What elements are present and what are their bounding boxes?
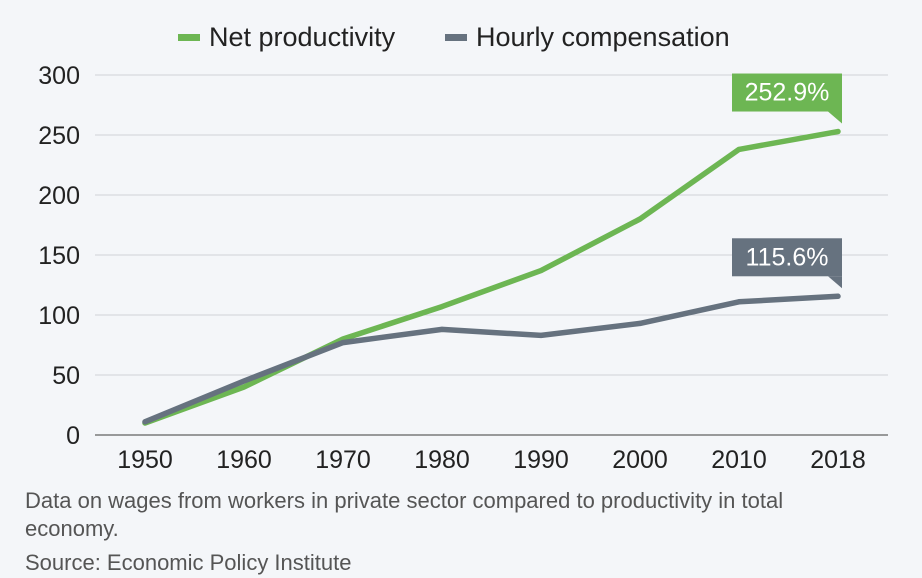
callout-pointer (828, 276, 842, 289)
callout-box (732, 73, 842, 112)
data-point (835, 293, 841, 299)
end-label-callout: 115.6% (732, 238, 842, 289)
data-point (835, 129, 841, 135)
legend-label: Hourly compensation (476, 22, 730, 52)
end-value-label: 115.6% (746, 243, 829, 271)
data-point (142, 419, 148, 425)
data-point (637, 216, 643, 222)
data-point (241, 378, 247, 384)
x-tick-label: 2018 (810, 446, 866, 474)
legend-item: Hourly compensation (445, 22, 730, 52)
y-tick-label: 300 (38, 62, 80, 90)
data-point (439, 326, 445, 332)
x-tick-label: 1990 (513, 446, 569, 474)
series-line-0 (142, 128, 841, 426)
x-tick-label: 1960 (216, 446, 272, 474)
y-tick-label: 100 (38, 302, 80, 330)
source-note: Source: Economic Policy Institute (25, 550, 352, 575)
x-tick-label: 2010 (711, 446, 767, 474)
end-value-callouts: 252.9% 115.6% (732, 73, 842, 289)
x-axis-ticks: 1950 1960 1970 1980 1990 2000 2010 2018 (117, 446, 866, 474)
legend: Net productivity Hourly compensation (178, 22, 730, 52)
series-line-1 (142, 293, 841, 425)
y-tick-label: 50 (52, 362, 80, 390)
callout-box (732, 238, 842, 277)
chart-notes: Data on wages from workers in private se… (25, 487, 825, 577)
data-point (736, 299, 742, 305)
end-value-label: 252.9% (745, 79, 830, 107)
data-description: Data on wages from workers in private se… (25, 488, 784, 541)
legend-swatch (445, 34, 467, 41)
data-point (538, 332, 544, 338)
data-point (538, 268, 544, 274)
y-tick-label: 0 (66, 422, 80, 450)
series-lines (142, 128, 841, 426)
legend-swatch (178, 34, 200, 41)
legend-item: Net productivity (178, 22, 396, 52)
data-point (439, 304, 445, 310)
callout-pointer (828, 111, 842, 124)
data-point (340, 340, 346, 346)
end-label-callout: 252.9% (732, 73, 842, 124)
data-point (241, 384, 247, 390)
y-tick-label: 200 (38, 182, 80, 210)
y-axis-ticks: 0 50 100 150 200 250 300 (38, 62, 80, 450)
x-tick-label: 2000 (612, 446, 668, 474)
x-tick-label: 1980 (414, 446, 470, 474)
x-tick-label: 1950 (117, 446, 173, 474)
data-point (736, 146, 742, 152)
line-chart: 0 50 100 150 200 250 300 1950 1960 1970 1980 1990 2… (38, 22, 888, 474)
x-tick-label: 1970 (315, 446, 371, 474)
data-point (637, 320, 643, 326)
gridlines (95, 74, 888, 436)
legend-label: Net productivity (209, 22, 396, 52)
y-tick-label: 150 (38, 242, 80, 270)
y-tick-label: 250 (38, 122, 80, 150)
